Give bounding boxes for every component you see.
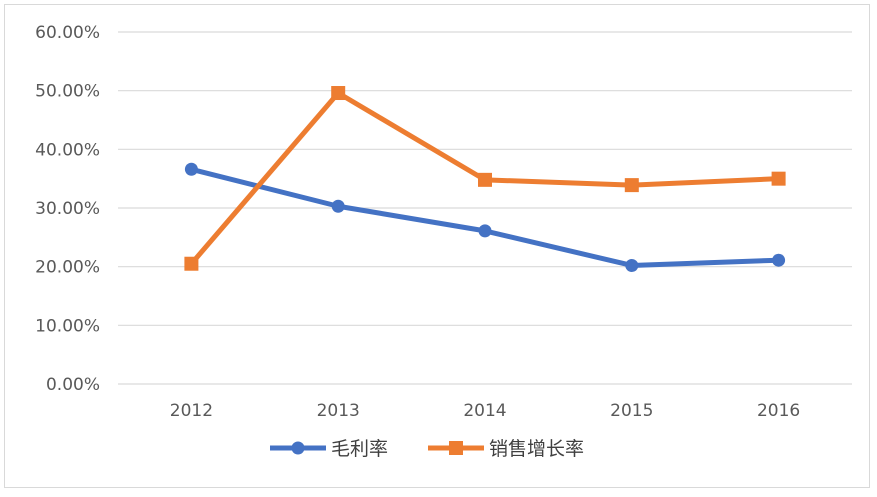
y-tick-label: 20.00%: [35, 258, 100, 278]
data-point-circle: [625, 258, 639, 272]
legend: 毛利率 销售增长率: [270, 438, 584, 460]
x-tick-label: 2016: [757, 401, 800, 421]
data-point-circle: [772, 253, 786, 267]
x-tick-label: 2013: [317, 401, 360, 421]
chart-frame: [4, 4, 870, 488]
data-point-circle: [184, 162, 198, 176]
y-tick-label: 50.00%: [35, 82, 100, 102]
data-point-square: [184, 256, 199, 271]
legend-marker-square: [449, 441, 463, 455]
y-tick-label: 30.00%: [35, 199, 100, 219]
x-tick-label: 2014: [463, 401, 506, 421]
y-tick-label: 60.00%: [35, 23, 100, 43]
legend-label: 销售增长率: [489, 438, 584, 460]
data-point-square: [771, 171, 786, 186]
data-point-circle: [478, 224, 492, 238]
y-tick-label: 0.00%: [46, 375, 100, 395]
data-point-square: [624, 178, 639, 193]
data-point-circle: [331, 199, 345, 213]
y-tick-label: 10.00%: [35, 316, 100, 336]
gridlines: [118, 31, 852, 385]
x-tick-label: 2015: [610, 401, 653, 421]
x-tick-label: 2012: [170, 401, 213, 421]
data-point-square: [478, 172, 492, 187]
data-point-square: [331, 86, 346, 101]
y-axis-ticks: 0.00% 10.00% 20.00% 30.00% 40.00% 50.00% 60.00…: [35, 23, 100, 395]
series: [184, 86, 786, 272]
y-tick-label: 40.00%: [35, 140, 100, 160]
x-axis-ticks: 2012 2013 2014 2015 2016: [170, 401, 800, 421]
legend-label: 毛利率: [331, 438, 388, 460]
legend-marker-circle: [291, 441, 305, 455]
